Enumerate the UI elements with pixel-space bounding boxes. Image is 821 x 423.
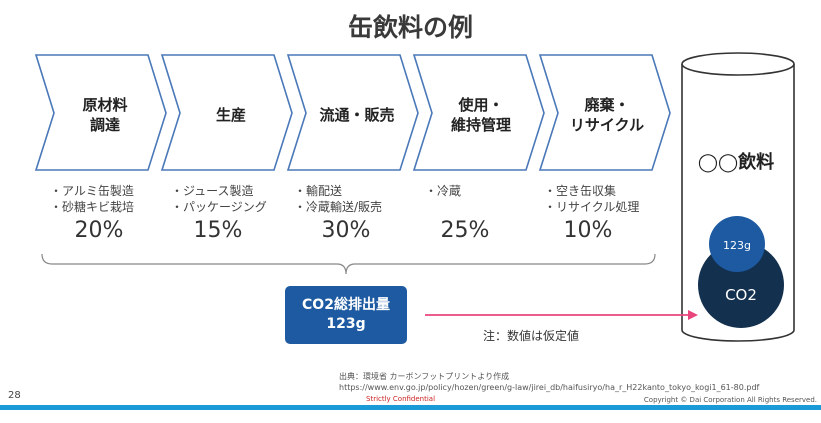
stage-label-3: 流通・販売	[319, 105, 395, 124]
page-number: 28	[8, 390, 21, 401]
source-url: https://www.env.go.jp/policy/hozen/green…	[339, 383, 760, 392]
source-title: 出典：環境省 カーボンフットプリントより作成	[339, 372, 510, 381]
bullet-item: ・空き缶収集	[544, 184, 617, 198]
stage-label-1: 原材料 調達	[82, 95, 128, 134]
stage-percent-1: 20%	[74, 218, 124, 243]
bullet-item: ・冷蔵	[425, 184, 462, 198]
footer-bar	[0, 405, 821, 410]
stage-label-5: 廃棄・ リサイクル	[569, 95, 645, 134]
total-emission-value: 123g	[326, 316, 366, 332]
total-emission-label: CO2総排出量	[302, 297, 390, 313]
drink-label: ◯◯飲料	[697, 152, 775, 173]
source-citation: 出典：環境省 カーボンフットプリントより作成 https://www.env.g…	[339, 371, 759, 393]
stage-percent-2: 15%	[193, 218, 243, 243]
bullet-item: ・アルミ缶製造	[50, 184, 134, 198]
stage-bullets-4: ・冷蔵	[425, 183, 461, 199]
stage-arrow-1	[34, 54, 167, 171]
stage-percent-5: 10%	[563, 218, 613, 243]
page-title: 缶飲料の例	[347, 13, 473, 42]
bullet-item: ・砂糖キビ栽培	[50, 200, 135, 214]
total-emission-box: CO2総排出量 123g	[285, 286, 407, 344]
bullet-item: ・冷蔵輸送/販売	[294, 200, 383, 214]
co2-small-circle	[709, 216, 765, 272]
stage-bullets-3: ・輸配送 ・冷蔵輸送/販売	[294, 183, 382, 215]
co2-small-value: 123g	[723, 239, 751, 252]
stage-bullets-2: ・ジュース製造 ・パッケージング	[171, 183, 267, 215]
bullet-item: ・パッケージング	[171, 200, 267, 214]
stage-arrow-5	[538, 54, 671, 171]
copyright-text: Copyright © Dai Corporation All Rights R…	[643, 396, 817, 404]
stage-label-4: 使用・ 維持管理	[450, 95, 511, 134]
stage-percent-4: 25%	[440, 218, 490, 243]
stage-bullets-5: ・空き缶収集 ・リサイクル処理	[544, 183, 639, 215]
co2-large-label: CO2	[725, 286, 757, 304]
confidential-label: Strictly Confidential	[366, 395, 436, 403]
assumption-note: 注：数値は仮定値	[483, 329, 580, 343]
stage-arrow-4	[412, 54, 545, 171]
connector-arrowhead	[688, 310, 698, 320]
stage-arrow-2	[160, 54, 293, 171]
stage-percent-3: 30%	[321, 218, 371, 243]
stage-label-2: 生産	[215, 105, 246, 124]
brace	[41, 253, 656, 275]
bullet-item: ・リサイクル処理	[544, 200, 640, 214]
stage-bullets-1: ・アルミ缶製造 ・砂糖キビ栽培	[50, 183, 134, 215]
bullet-item: ・輸配送	[294, 184, 343, 198]
stage-arrow-3	[286, 54, 419, 171]
bullet-item: ・ジュース製造	[171, 184, 254, 198]
